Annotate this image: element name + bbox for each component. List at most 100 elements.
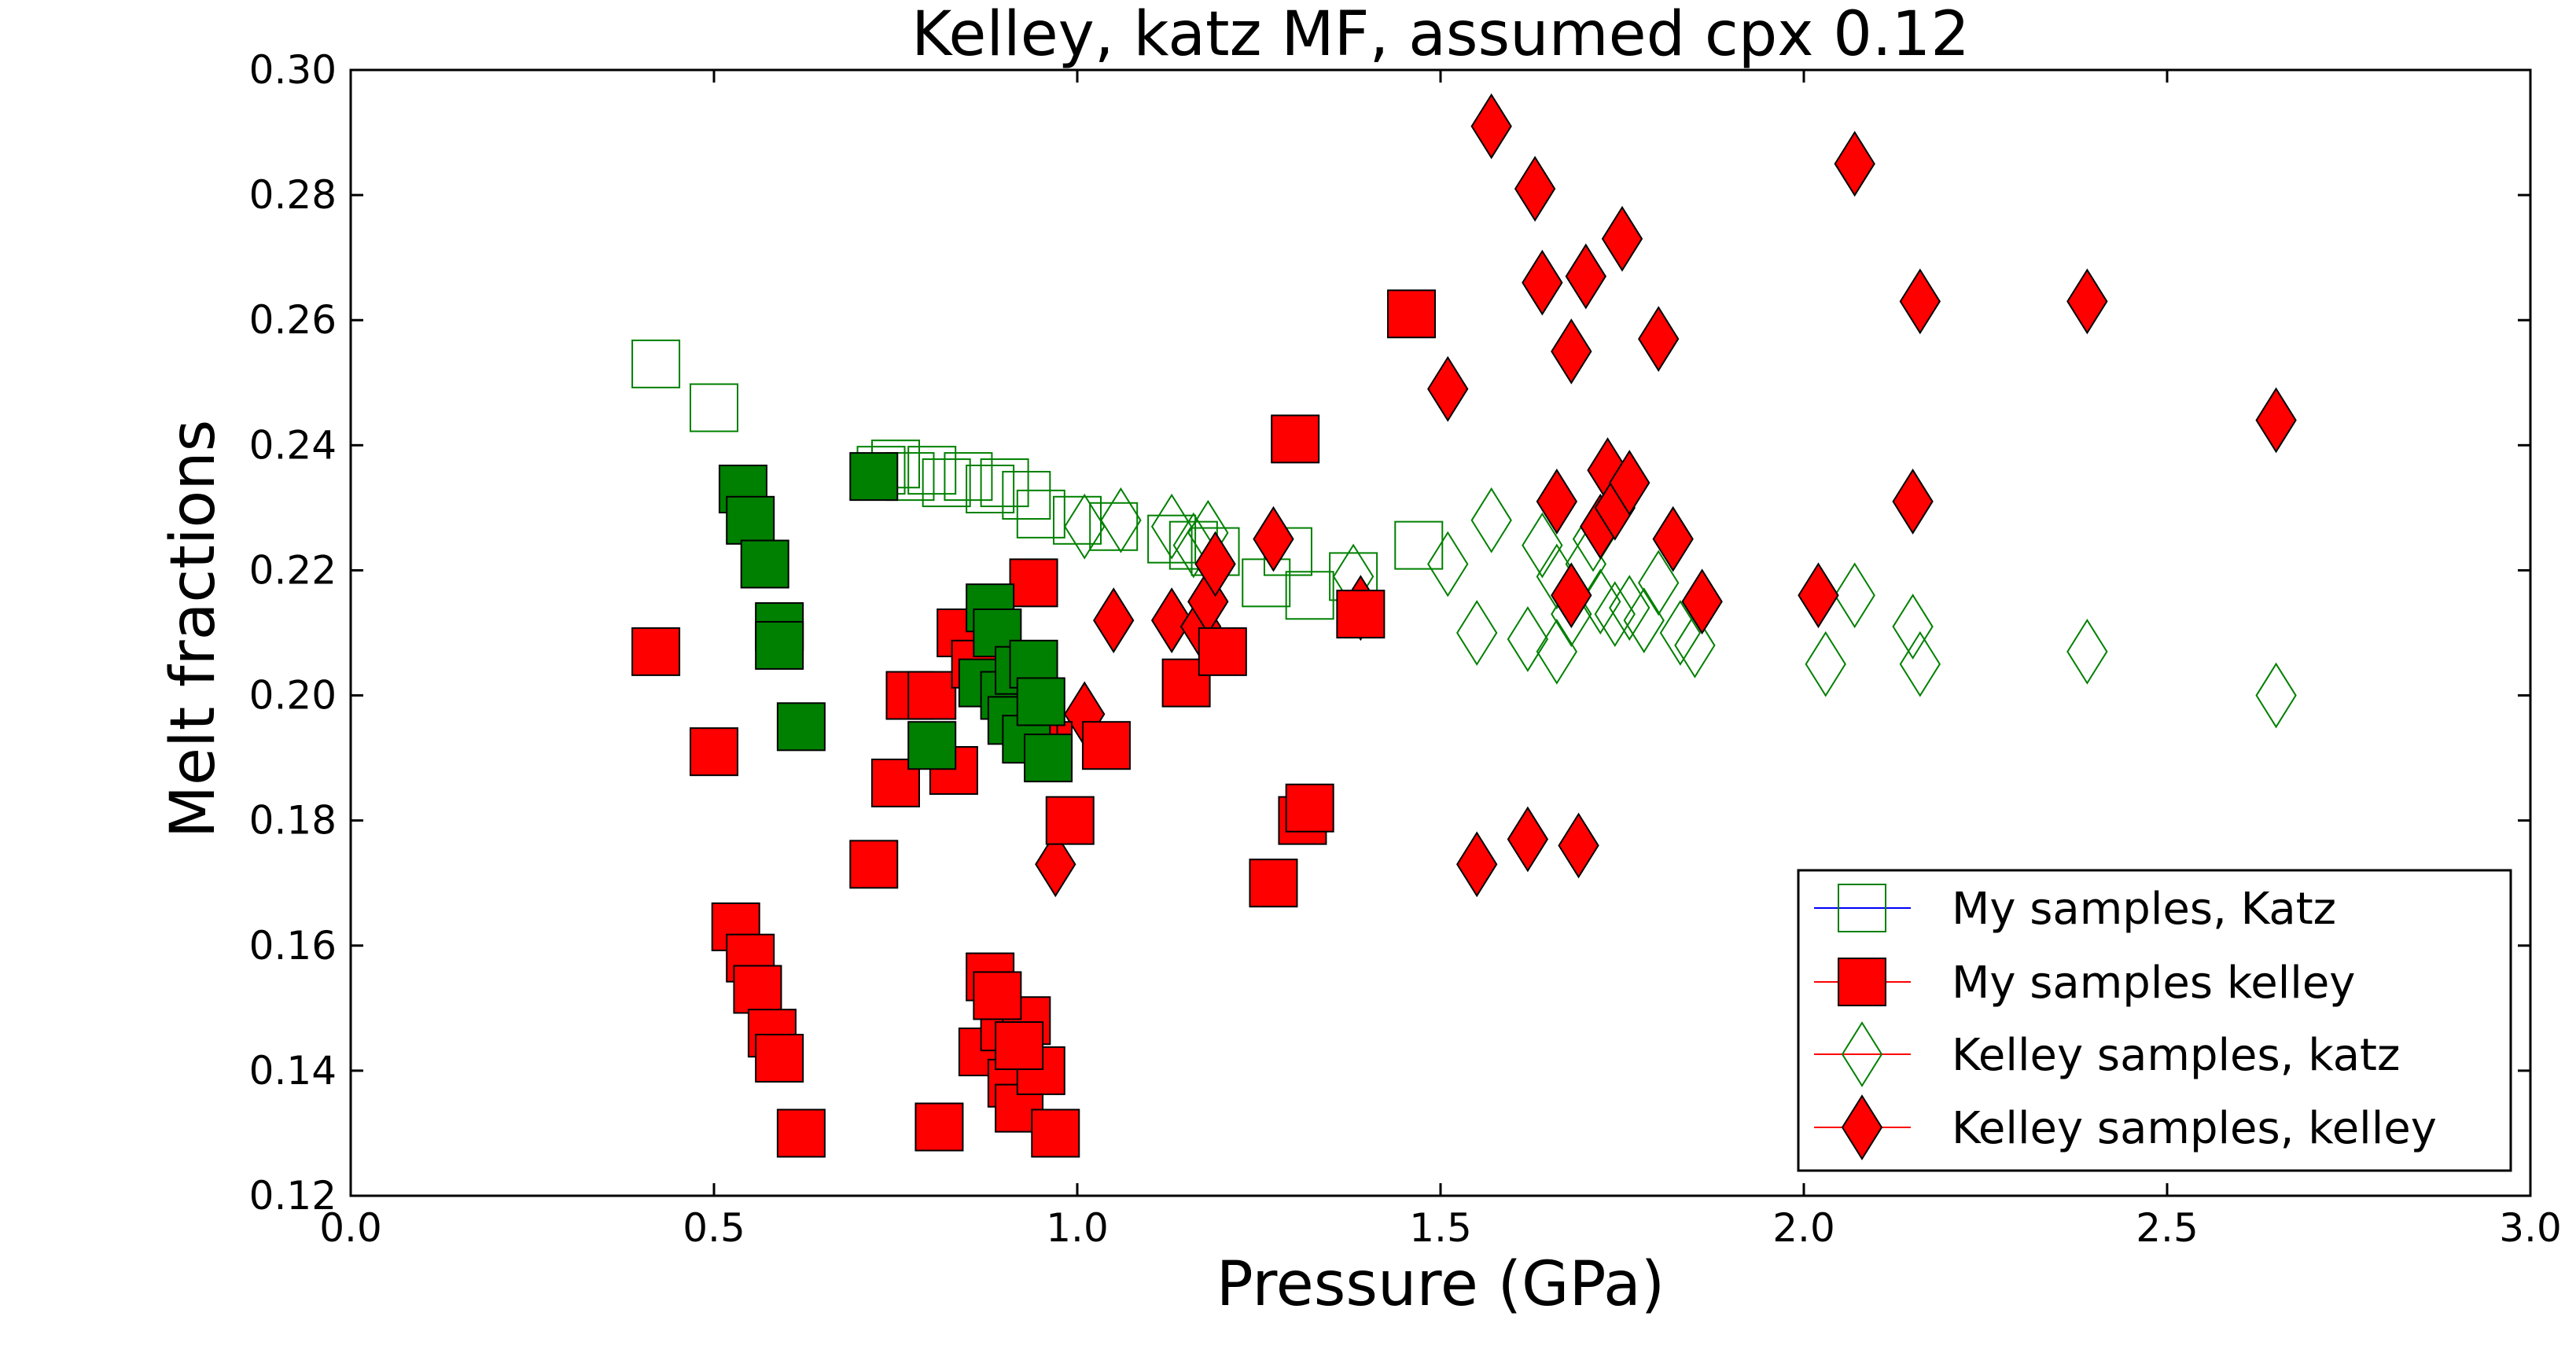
data-point [907, 721, 957, 770]
data-point [1009, 558, 1058, 608]
data-point [1002, 470, 1051, 520]
data-point [2066, 618, 2108, 685]
data-point [966, 465, 1015, 514]
legend-box [1797, 869, 2512, 1172]
legend-entry: My samples, Katz [1814, 884, 2336, 935]
data-point [1089, 502, 1139, 551]
data-point [1522, 249, 1563, 316]
data-point [1253, 506, 1294, 572]
data-point [2066, 268, 2108, 335]
legend-marker [1838, 884, 1886, 932]
axis-ticks: 0.0 0.5 1.0 1.5 2.0 2.5 3.0 0.12 0.14 0.16 0.18 0.2… [249, 47, 2562, 1251]
data-point [1147, 514, 1197, 564]
legend-label: My samples kelley [1952, 958, 2355, 1009]
data-point [1271, 414, 1320, 464]
x-tick-label: 0.5 [683, 1205, 745, 1251]
data-point [1024, 733, 1073, 783]
data-point [690, 727, 738, 777]
y-tick-label: 0.12 [249, 1173, 337, 1219]
y-tick-label: 0.16 [249, 923, 337, 969]
data-point [1681, 568, 1723, 635]
legend-label: Kelley samples, kelley [1952, 1103, 2437, 1154]
data-point [1551, 318, 1592, 384]
data-point [944, 452, 993, 502]
data-point [1249, 858, 1298, 908]
legend-entry: My samples kelley [1814, 958, 2355, 1009]
series-4 [718, 452, 1073, 783]
data-point [1470, 487, 1512, 553]
y-axis-label: Melt fractions [158, 420, 229, 839]
data-point [1798, 562, 1839, 629]
data-point [1427, 531, 1469, 597]
x-tick-label: 1.5 [1409, 1205, 1472, 1251]
data-point [1674, 612, 1716, 678]
data-point [1638, 306, 1680, 372]
data-point [1551, 562, 1592, 629]
data-point [1035, 831, 1076, 898]
data-point [1594, 581, 1636, 648]
data-marks [631, 93, 2297, 1158]
data-point [776, 702, 826, 752]
data-point [1456, 831, 1498, 898]
legend-entry: Kelley samples, katz [1814, 1021, 2400, 1087]
y-tick-label: 0.26 [249, 297, 337, 343]
data-point [1652, 506, 1694, 572]
data-point [980, 458, 1029, 508]
x-tick-label: 0.0 [319, 1205, 382, 1251]
data-point [1899, 268, 1941, 335]
x-axis-label: Pressure (GPa) [1216, 1249, 1665, 1320]
data-point [1805, 631, 1846, 697]
data-point [1558, 812, 1599, 879]
data-point [1565, 243, 1606, 310]
y-tick-label: 0.14 [249, 1048, 337, 1094]
data-point [690, 383, 738, 432]
data-point [1427, 355, 1469, 422]
data-point [1609, 450, 1650, 516]
x-tick-label: 1.0 [1046, 1205, 1109, 1251]
series-1 [631, 289, 1437, 1158]
legend-entry: Kelley samples, kelley [1814, 1094, 2437, 1160]
y-tick-label: 0.18 [249, 798, 337, 844]
data-point [1198, 627, 1247, 676]
data-point [1150, 587, 1193, 653]
data-point [2255, 662, 2297, 729]
data-point [1834, 131, 1875, 197]
x-tick-label: 3.0 [2499, 1205, 2562, 1251]
data-point [733, 965, 782, 1014]
series-3 [1035, 93, 2297, 898]
data-point [1285, 571, 1334, 620]
chart-title: Kelley, katz MF, assumed cpx 0.12 [911, 0, 1970, 70]
data-point [1394, 520, 1444, 570]
data-point [1514, 156, 1556, 222]
data-point [1601, 205, 1643, 272]
data-point [1522, 512, 1563, 579]
data-point [755, 1033, 804, 1083]
data-point [1659, 600, 1702, 666]
data-point [1031, 1109, 1080, 1158]
data-point [907, 671, 957, 720]
x-tick-label: 2.5 [2136, 1205, 2199, 1251]
data-point [849, 840, 899, 889]
data-point [2255, 387, 2297, 454]
legend-marker [1841, 1094, 1883, 1160]
data-point [973, 971, 1022, 1020]
data-point [1150, 493, 1193, 560]
y-tick-label: 0.22 [249, 547, 337, 593]
data-point [1016, 489, 1065, 539]
data-point [1623, 587, 1665, 653]
data-point [1834, 562, 1875, 629]
data-point [1100, 487, 1142, 553]
x-tick-label: 2.0 [1772, 1205, 1835, 1251]
data-point [1172, 512, 1215, 579]
data-point [1456, 600, 1498, 666]
y-tick-label: 0.28 [249, 172, 337, 218]
data-point [755, 620, 804, 670]
data-point [1892, 594, 1934, 660]
data-point [631, 627, 681, 676]
data-point [995, 1021, 1044, 1071]
data-point [1285, 783, 1334, 833]
data-point [631, 339, 681, 388]
legend: My samples, Katz My samples kelley Kelley … [1797, 869, 2512, 1172]
data-point [1536, 618, 1578, 685]
